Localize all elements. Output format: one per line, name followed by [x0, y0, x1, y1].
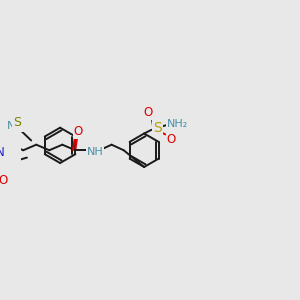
Text: S: S: [13, 116, 21, 129]
Text: N: N: [0, 146, 4, 159]
Text: NH: NH: [86, 147, 103, 157]
Text: S: S: [153, 121, 161, 135]
Text: NH₂: NH₂: [167, 119, 188, 129]
Text: O: O: [143, 106, 152, 118]
Text: O: O: [74, 125, 83, 138]
Text: NH: NH: [7, 121, 24, 131]
Text: O: O: [0, 174, 7, 187]
Text: O: O: [167, 133, 176, 146]
